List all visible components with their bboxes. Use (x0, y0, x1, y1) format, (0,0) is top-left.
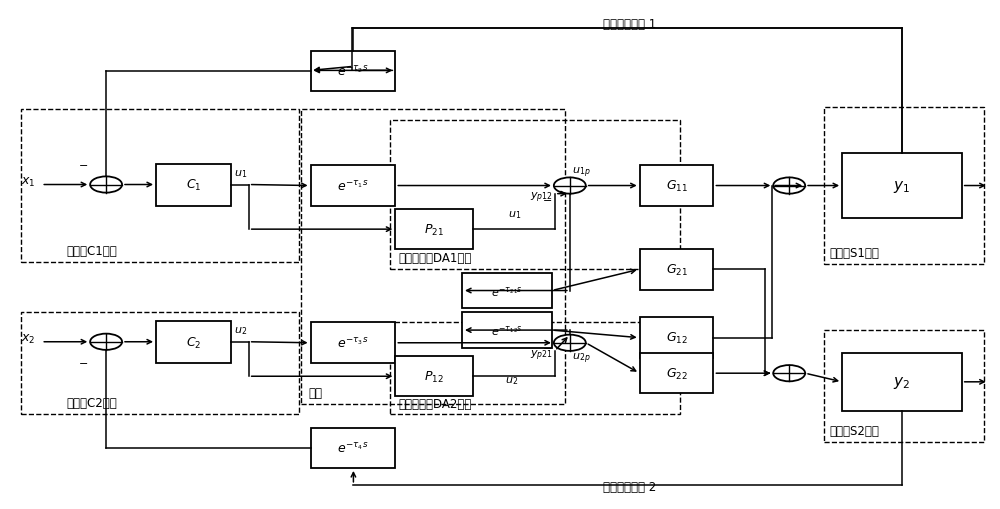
Bar (824, 108, 984, 265)
Text: $u_2$: $u_2$ (234, 325, 247, 336)
Text: $e^{-\tau_{21}s}$: $e^{-\tau_{21}s}$ (491, 284, 523, 298)
Text: 控制器C1节点: 控制器C1节点 (66, 244, 117, 257)
Text: $e^{-\tau_2 s}$: $e^{-\tau_2 s}$ (337, 65, 369, 79)
Bar (311, 166, 395, 207)
Text: $G_{21}$: $G_{21}$ (666, 262, 688, 277)
Text: $u_1$: $u_1$ (508, 209, 521, 220)
Bar (395, 357, 473, 396)
Text: 控制器C2节点: 控制器C2节点 (66, 396, 117, 409)
Text: 传感器S1节点: 传感器S1节点 (829, 246, 879, 260)
Bar (301, 110, 565, 404)
Text: $P_{21}$: $P_{21}$ (424, 222, 444, 237)
Bar (640, 318, 713, 358)
Text: 网络: 网络 (309, 386, 323, 399)
Text: $-$: $-$ (542, 193, 552, 203)
Bar (395, 210, 473, 249)
Text: $y_1$: $y_1$ (893, 178, 910, 194)
Text: $G_{11}$: $G_{11}$ (666, 179, 688, 194)
Bar (640, 249, 713, 290)
Text: $-$: $-$ (78, 158, 88, 168)
Bar (21, 313, 299, 414)
Text: $u_1$: $u_1$ (234, 168, 247, 180)
Bar (311, 323, 395, 363)
Text: 解耦执行器DA1节点: 解耦执行器DA1节点 (398, 251, 472, 265)
Bar (640, 353, 713, 394)
Circle shape (90, 334, 122, 350)
Bar (842, 153, 962, 219)
Circle shape (90, 177, 122, 193)
Bar (640, 166, 713, 207)
Text: $u_{1p}$: $u_{1p}$ (572, 165, 590, 180)
Text: 解耦执行器DA2节点: 解耦执行器DA2节点 (398, 397, 472, 410)
Text: $y_2$: $y_2$ (893, 374, 910, 390)
Text: $x_1$: $x_1$ (21, 176, 36, 189)
Circle shape (554, 178, 586, 194)
Bar (390, 120, 680, 270)
Bar (21, 110, 299, 262)
Bar (462, 273, 552, 308)
Text: $G_{12}$: $G_{12}$ (666, 330, 687, 346)
Text: $u_2$: $u_2$ (505, 374, 518, 386)
Text: $-$: $-$ (542, 342, 552, 352)
Text: $e^{-\tau_{12}s}$: $e^{-\tau_{12}s}$ (491, 323, 523, 337)
Text: $e^{-\tau_1 s}$: $e^{-\tau_1 s}$ (337, 179, 369, 193)
Text: $G_{22}$: $G_{22}$ (666, 366, 687, 381)
Bar (311, 52, 395, 92)
Text: $y_{p21}$: $y_{p21}$ (530, 348, 553, 362)
Text: $u_{2p}$: $u_{2p}$ (572, 351, 590, 365)
Circle shape (554, 335, 586, 351)
Text: $P_{12}$: $P_{12}$ (424, 369, 444, 384)
Text: 传感器S2节点: 传感器S2节点 (829, 424, 879, 437)
Text: $y_{p12}$: $y_{p12}$ (530, 191, 553, 205)
Text: $x_2$: $x_2$ (21, 332, 36, 346)
Text: $C_2$: $C_2$ (186, 335, 201, 350)
Text: 闭环控制回路 2: 闭环控制回路 2 (603, 480, 656, 493)
Bar (462, 313, 552, 348)
Text: 闭环控制回路 1: 闭环控制回路 1 (603, 18, 656, 31)
Circle shape (773, 178, 805, 194)
Text: $C_1$: $C_1$ (186, 178, 201, 193)
Bar (390, 323, 680, 414)
Bar (156, 321, 231, 363)
Bar (156, 164, 231, 207)
Bar (824, 330, 984, 442)
Circle shape (773, 365, 805, 382)
Bar (842, 353, 962, 411)
Text: $-$: $-$ (78, 356, 88, 366)
Text: $e^{-\tau_4 s}$: $e^{-\tau_4 s}$ (337, 441, 369, 456)
Text: $e^{-\tau_3 s}$: $e^{-\tau_3 s}$ (337, 336, 369, 350)
Bar (311, 429, 395, 468)
